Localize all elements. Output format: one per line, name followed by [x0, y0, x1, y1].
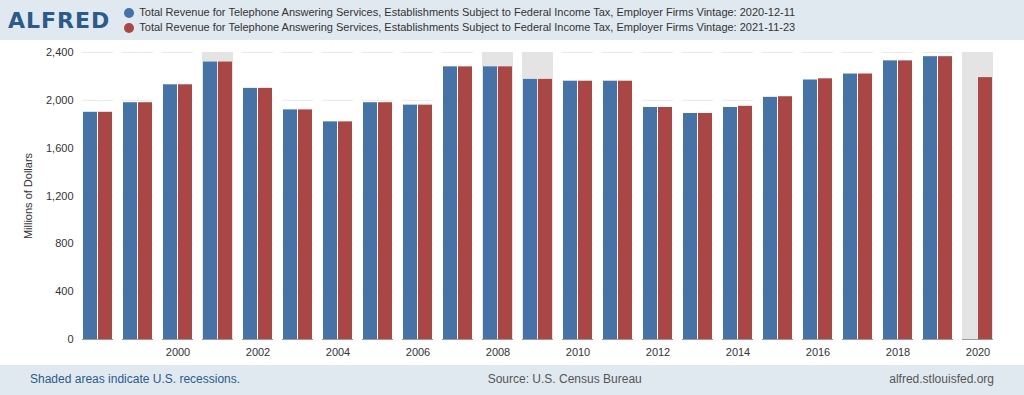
svg-text:2010: 2010 [566, 346, 590, 358]
svg-text:2006: 2006 [406, 346, 430, 358]
html-text:ALFRED: ALFRED [8, 7, 111, 33]
svg-text:2018: 2018 [886, 346, 910, 358]
html-text:Source: U.S. Census Bureau: Source: U.S. Census Bureau [487, 372, 642, 386]
svg-text:2,400: 2,400 [46, 46, 74, 58]
html-text:Total Revenue for Telephone An: Total Revenue for Telephone Answering Se… [139, 21, 796, 33]
svg-text:2012: 2012 [646, 346, 670, 358]
svg-text:2020: 2020 [966, 346, 990, 358]
html-text:Total Revenue for Telephone An: Total Revenue for Telephone Answering Se… [139, 6, 796, 18]
svg-text:400: 400 [55, 285, 73, 297]
svg-text:800: 800 [55, 237, 73, 249]
html-text:Shaded areas indicate U.S. rec: Shaded areas indicate U.S. recessions. [30, 372, 241, 386]
svg-text:Millions of Dollars: Millions of Dollars [22, 152, 34, 239]
svg-text:2014: 2014 [726, 346, 750, 358]
svg-text:2004: 2004 [326, 346, 350, 358]
svg-text:2002: 2002 [246, 346, 270, 358]
svg-text:2,000: 2,000 [46, 94, 74, 106]
svg-text:0: 0 [67, 333, 73, 345]
svg-text:1,600: 1,600 [46, 142, 74, 154]
svg-text:2000: 2000 [166, 346, 190, 358]
svg-text:2008: 2008 [486, 346, 510, 358]
svg-text:1,200: 1,200 [46, 190, 74, 202]
html-text:alfred.stlouisfed.org: alfred.stlouisfed.org [889, 372, 994, 386]
svg-text:2016: 2016 [806, 346, 830, 358]
